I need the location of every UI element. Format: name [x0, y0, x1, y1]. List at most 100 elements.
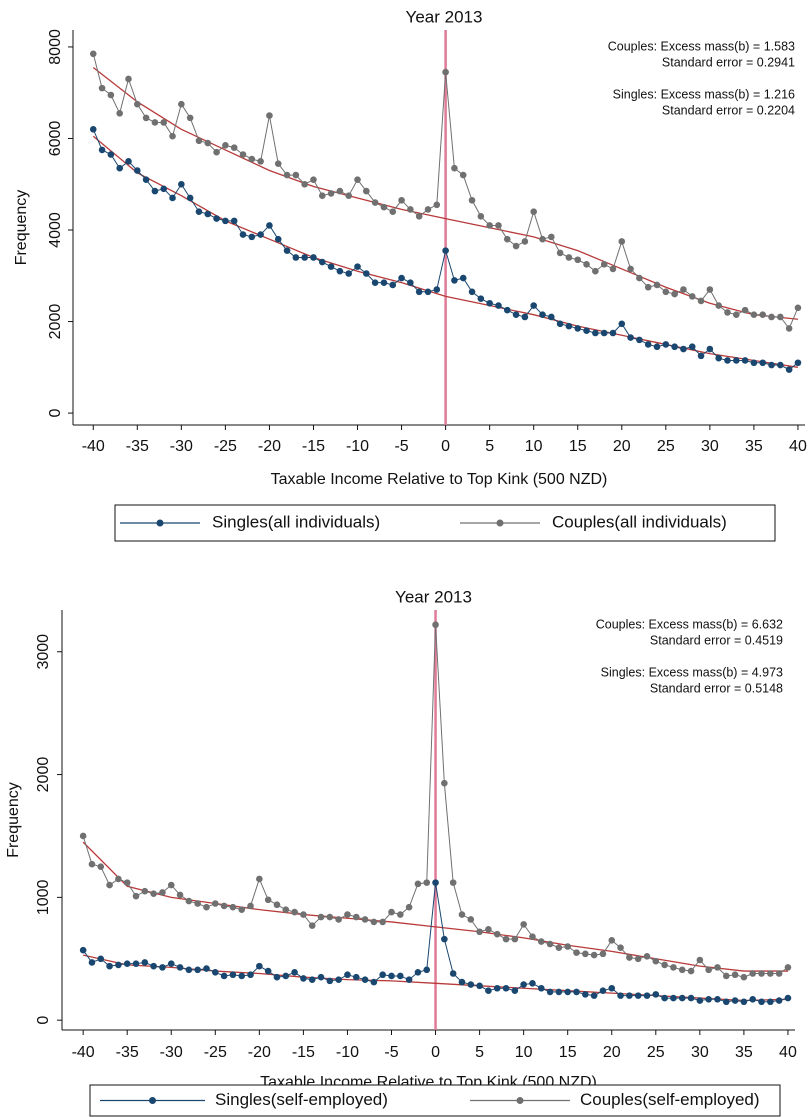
point: [308, 922, 316, 929]
point: [211, 968, 219, 976]
point: [220, 902, 228, 910]
point: [643, 953, 651, 960]
point: [361, 916, 369, 923]
point: [785, 325, 793, 332]
x-tick-label: 0: [441, 438, 450, 455]
point: [644, 341, 652, 348]
chart-title: Year 2013: [395, 587, 472, 606]
point: [310, 176, 317, 183]
x-tick-label: 15: [559, 1044, 577, 1061]
point: [354, 263, 361, 270]
point: [477, 212, 485, 220]
point: [529, 980, 536, 987]
point: [617, 944, 624, 952]
x-tick-label: -25: [204, 1044, 227, 1061]
point: [731, 971, 739, 979]
point: [160, 119, 168, 126]
point: [363, 270, 370, 277]
point: [705, 966, 712, 974]
point: [449, 970, 457, 977]
point: [671, 343, 678, 351]
point: [794, 304, 802, 312]
point: [398, 196, 405, 204]
y-tick-label: 2000: [47, 304, 64, 340]
point: [150, 890, 157, 897]
point: [583, 261, 590, 268]
x-tick-label: -5: [394, 438, 408, 455]
y-tick-label: 1000: [35, 879, 52, 915]
x-tick-label: -40: [82, 438, 105, 455]
point: [432, 621, 439, 629]
point: [643, 992, 651, 999]
point: [724, 309, 731, 316]
point: [775, 970, 783, 977]
point: [502, 935, 510, 943]
point: [539, 311, 546, 318]
point: [389, 281, 397, 289]
x-tick-label: 30: [691, 1044, 709, 1061]
point: [548, 233, 555, 241]
point: [741, 357, 749, 364]
point: [512, 311, 520, 318]
annotation: Standard error = 0.5148: [650, 681, 783, 695]
point: [405, 976, 413, 983]
point: [680, 345, 687, 353]
point: [644, 283, 652, 291]
point: [511, 935, 519, 943]
x-tick-label: 25: [647, 1044, 665, 1061]
point: [732, 357, 740, 364]
point: [600, 329, 608, 337]
point: [123, 960, 131, 967]
point: [405, 903, 413, 911]
y-tick-label: 0: [47, 409, 64, 418]
point: [134, 100, 141, 108]
annotation: Singles: Excess mass(b) = 1.216: [613, 87, 795, 101]
point: [451, 277, 458, 284]
point: [608, 937, 616, 944]
point: [248, 155, 256, 163]
point: [608, 984, 616, 992]
point: [266, 112, 273, 119]
point: [415, 288, 423, 296]
point: [176, 964, 184, 971]
point: [424, 206, 432, 213]
y-tick-label: 8000: [47, 29, 64, 65]
point: [546, 940, 554, 948]
x-tick-label: -25: [214, 438, 237, 455]
legend-box: [114, 504, 776, 542]
point: [696, 956, 704, 964]
point: [106, 962, 113, 970]
point: [291, 908, 298, 916]
legend-label: Couples(self-employed): [580, 1090, 760, 1109]
point: [609, 329, 617, 337]
point: [167, 960, 175, 967]
point: [794, 359, 802, 367]
point: [273, 973, 281, 981]
point: [627, 334, 634, 341]
point: [116, 164, 123, 172]
point: [352, 913, 360, 921]
point: [292, 171, 300, 179]
point: [229, 903, 237, 911]
point: [256, 962, 263, 970]
point: [397, 911, 404, 918]
point: [467, 916, 475, 923]
point: [160, 185, 168, 193]
point: [688, 293, 696, 300]
fit-line: [92, 135, 799, 368]
point: [407, 279, 414, 286]
point: [97, 863, 105, 870]
point: [194, 900, 201, 907]
legend-label: Singles(self-employed): [215, 1090, 388, 1109]
point: [759, 311, 767, 318]
point: [291, 968, 298, 976]
point: [696, 997, 704, 1004]
point: [79, 946, 87, 954]
point: [389, 208, 397, 216]
point: [195, 208, 203, 216]
point: [116, 110, 123, 117]
point: [336, 267, 344, 275]
point: [115, 875, 122, 883]
point: [617, 992, 624, 999]
x-tick-label: 40: [779, 1044, 797, 1061]
